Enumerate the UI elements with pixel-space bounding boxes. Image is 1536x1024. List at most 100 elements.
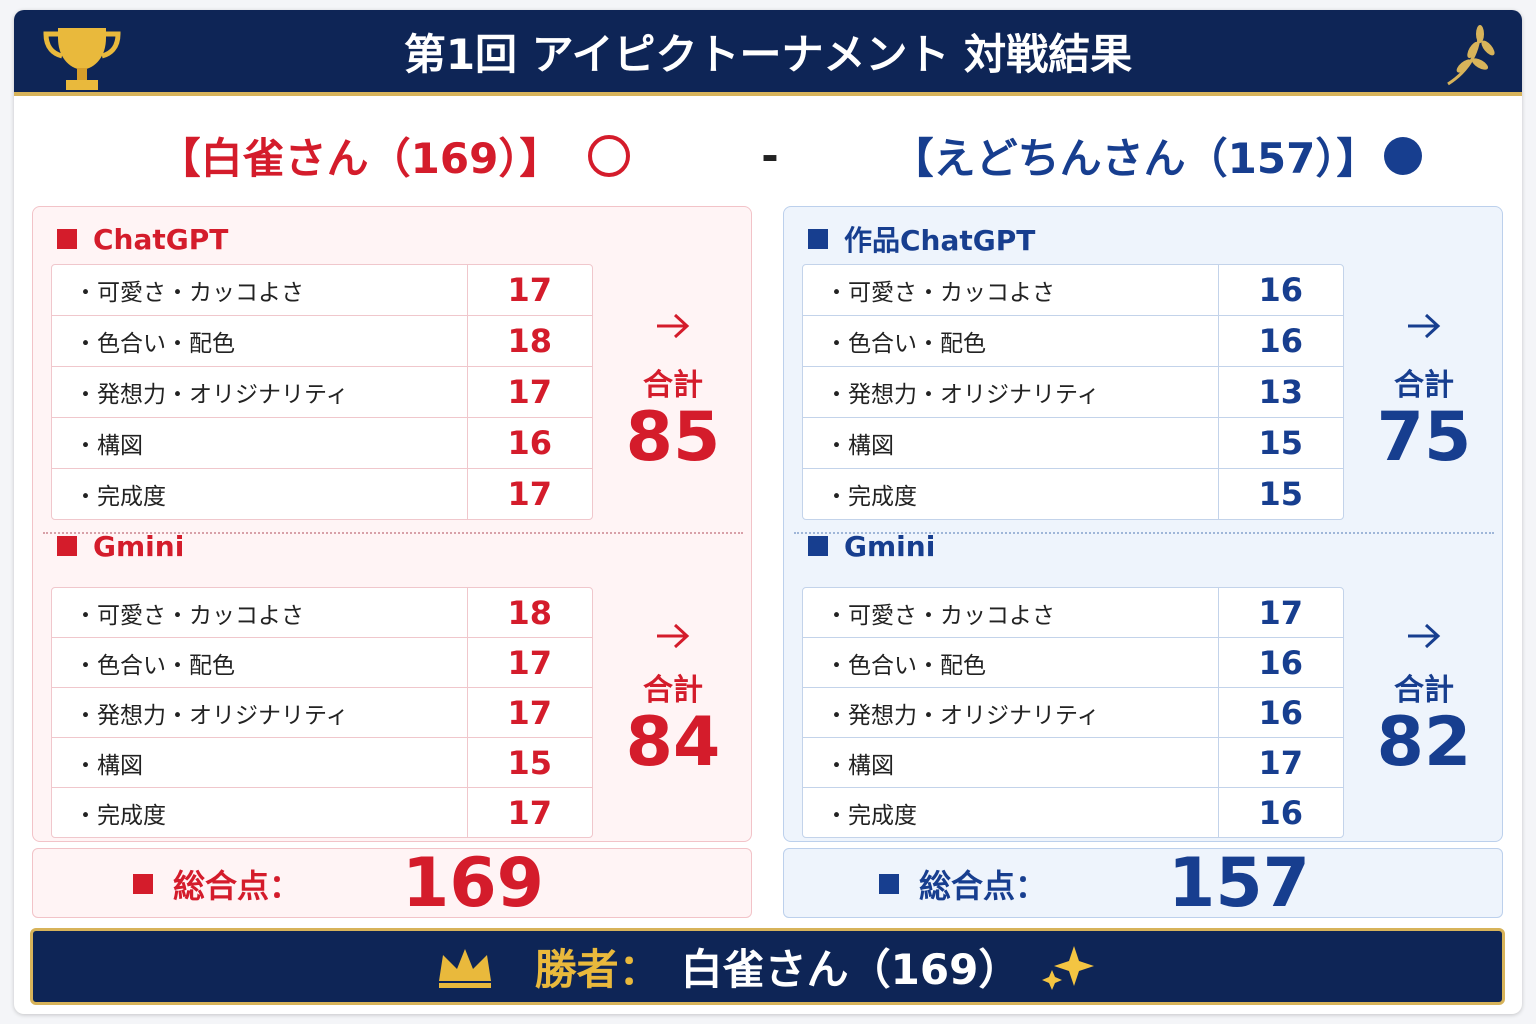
score: 17	[1217, 588, 1343, 637]
score: 16	[466, 418, 592, 468]
criterion: ・発想力・オリジナリティ	[825, 702, 1100, 729]
section-name: Gmini	[93, 529, 185, 563]
score: 17	[1217, 738, 1343, 787]
arrow-icon	[1408, 623, 1441, 649]
score-row: ・可愛さ・カッコよさ 16	[803, 265, 1343, 315]
section-total: 84	[625, 702, 721, 782]
winner-name: 白雀さん（169）	[680, 945, 1021, 994]
score-row: ・完成度 17	[52, 787, 592, 837]
score-row: ・色合い・配色 17	[52, 637, 592, 687]
score: 16	[1217, 265, 1343, 315]
score-row: ・色合い・配色 16	[803, 637, 1343, 687]
footer: 勝者： 白雀さん（169）	[30, 928, 1505, 1005]
player-panel: 作品ChatGPT ・可愛さ・カッコよさ 16 ・色合い・配色 16 ・発想力・オリジナリ…	[783, 206, 1503, 842]
criterion: ・完成度	[74, 802, 166, 829]
grand-label-text: 総合点：	[919, 867, 1048, 905]
criterion: ・色合い・配色	[74, 652, 235, 679]
header: 第1回 アイピクトーナメント 対戦結果	[14, 10, 1522, 96]
square-icon	[133, 874, 153, 894]
score-row: ・発想力・オリジナリティ 16	[803, 687, 1343, 737]
criterion: ・構図	[74, 433, 143, 459]
score-row: ・可愛さ・カッコよさ 17	[803, 588, 1343, 637]
total-label: 合計	[1394, 368, 1454, 403]
divider	[794, 532, 1494, 534]
grand-label: 総合点：	[879, 866, 1047, 905]
criterion: ・完成度	[825, 484, 917, 510]
total-label: 合計	[643, 673, 703, 708]
score: 16	[1217, 638, 1343, 687]
criterion: ・完成度	[74, 484, 166, 510]
score: 17	[466, 469, 592, 519]
crown-icon	[438, 948, 491, 988]
square-icon	[57, 536, 77, 556]
section-name: ChatGPT	[93, 222, 229, 256]
section-title: 作品ChatGPT	[808, 222, 1036, 257]
score: 16	[1217, 316, 1343, 366]
laurel-icon	[1447, 25, 1495, 86]
square-icon	[879, 874, 899, 894]
criterion: ・色合い・配色	[825, 652, 986, 679]
criterion: ・可愛さ・カッコよさ	[825, 280, 1055, 306]
score-row: ・発想力・オリジナリティ 13	[803, 366, 1343, 417]
grand-total-bar: 総合点： 157	[783, 843, 1503, 923]
criterion: ・構図	[74, 752, 143, 779]
title: 第1回 アイピクトーナメント 対戦結果	[403, 29, 1133, 79]
section-total: 85	[625, 397, 721, 477]
divider	[43, 532, 743, 534]
score: 16	[1217, 788, 1343, 837]
score-row: ・完成度 15	[803, 468, 1343, 519]
score: 15	[466, 738, 592, 787]
separator: -	[761, 130, 779, 180]
criterion: ・構図	[825, 433, 894, 459]
criterion: ・発想力・オリジナリティ	[825, 382, 1100, 408]
grand-total: 157	[1168, 843, 1310, 923]
score: 17	[466, 688, 592, 737]
section-total: 75	[1376, 397, 1472, 477]
section-name: Gmini	[844, 529, 936, 563]
left-player: 【白雀さん（169）】	[158, 133, 562, 183]
score: 15	[1217, 469, 1343, 519]
score: 17	[466, 265, 592, 315]
score-row: ・構図 17	[803, 737, 1343, 787]
score-table: ・可愛さ・カッコよさ 18 ・色合い・配色 17 ・発想力・オリジナリティ 17 ・構図 15…	[51, 587, 593, 838]
open-circle	[588, 135, 630, 177]
score-row: ・構図 16	[52, 417, 592, 468]
criterion: ・可愛さ・カッコよさ	[74, 280, 304, 306]
criterion: ・発想力・オリジナリティ	[74, 382, 349, 408]
score: 18	[466, 316, 592, 366]
score-row: ・構図 15	[52, 737, 592, 787]
score: 17	[466, 788, 592, 837]
filled-circle	[1384, 137, 1422, 175]
grand-label: 総合点：	[133, 866, 301, 905]
criterion: ・可愛さ・カッコよさ	[74, 602, 304, 629]
score-row: ・完成度 16	[803, 787, 1343, 837]
score-row: ・完成度 17	[52, 468, 592, 519]
square-icon	[57, 229, 77, 249]
arrow-icon	[1408, 313, 1441, 339]
sparkle-icon	[1042, 945, 1095, 990]
total-label: 合計	[1394, 673, 1454, 708]
square-icon	[808, 536, 828, 556]
score-row: ・色合い・配色 18	[52, 315, 592, 366]
winner-label: 勝者：	[534, 945, 661, 994]
trophy-icon	[43, 28, 121, 90]
score-row: ・可愛さ・カッコよさ 18	[52, 588, 592, 637]
arrow-icon	[657, 313, 690, 339]
section-title: Gmini	[808, 529, 935, 563]
score-row: ・発想力・オリジナリティ 17	[52, 687, 592, 737]
right-player: 【えどちんさん（157）】	[891, 133, 1379, 183]
score-row: ・色合い・配色 16	[803, 315, 1343, 366]
score: 16	[1217, 688, 1343, 737]
criterion: ・構図	[825, 752, 894, 779]
grand-label-text: 総合点：	[173, 867, 302, 905]
criterion: ・色合い・配色	[74, 331, 235, 357]
criterion: ・完成度	[825, 802, 917, 829]
score: 17	[466, 367, 592, 417]
score-table: ・可愛さ・カッコよさ 17 ・色合い・配色 16 ・発想力・オリジナリティ 16 ・構図 17…	[802, 587, 1344, 838]
section-total: 82	[1376, 702, 1472, 782]
player-panel: ChatGPT ・可愛さ・カッコよさ 17 ・色合い・配色 18 ・発想力・オリジナリティ…	[32, 206, 752, 842]
arrow-icon	[657, 623, 690, 649]
criterion: ・色合い・配色	[825, 331, 986, 357]
section-name: 作品ChatGPT	[844, 224, 1036, 257]
